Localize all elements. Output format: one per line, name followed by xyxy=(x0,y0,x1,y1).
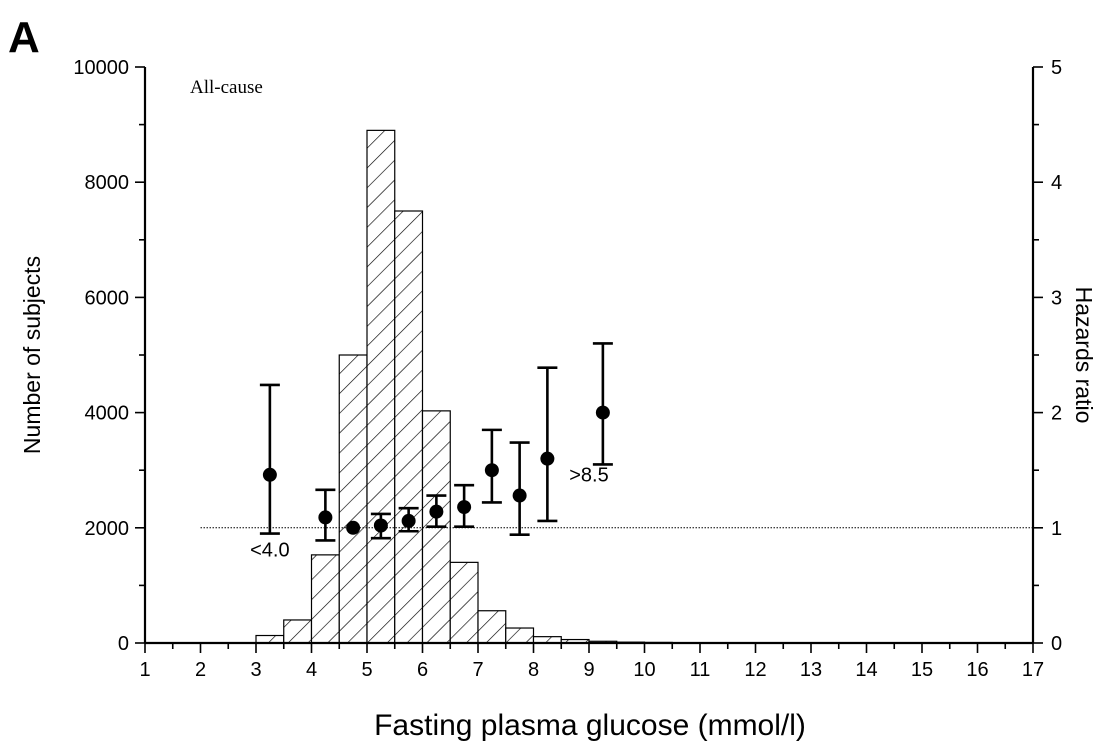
left-y-tick-label: 0 xyxy=(118,633,129,655)
x-tick-label: 2 xyxy=(195,659,206,681)
x-tick-label: 17 xyxy=(1022,659,1044,681)
x-tick-label: 13 xyxy=(800,659,822,681)
x-tick-label: 15 xyxy=(911,659,933,681)
x-tick-label: 4 xyxy=(306,659,317,681)
panel-label: A xyxy=(8,13,40,62)
right-y-axis-title: Hazards ratio xyxy=(1071,287,1097,424)
x-tick-label: 14 xyxy=(855,659,877,681)
hazard-ratio-point xyxy=(540,451,555,466)
x-tick-label: 10 xyxy=(633,659,655,681)
histogram-bar xyxy=(366,129,396,644)
right-y-tick-label: 5 xyxy=(1051,57,1062,79)
hazard-ratio-point xyxy=(262,467,277,482)
left-y-tick-label: 6000 xyxy=(85,287,130,309)
hazard-ratio-point xyxy=(373,518,388,533)
point-label: <4.0 xyxy=(250,540,289,562)
hazard-ratio-point xyxy=(457,500,472,515)
hazard-ratio-point xyxy=(346,520,361,535)
hazard-ratio-point xyxy=(595,405,610,420)
left-y-axis-title: Number of subjects xyxy=(19,256,45,454)
right-y-tick-label: 2 xyxy=(1051,403,1062,425)
histogram-bar xyxy=(394,210,424,644)
left-y-tick-label: 8000 xyxy=(85,172,130,194)
hazard-ratio-point xyxy=(401,513,416,528)
x-tick-label: 9 xyxy=(583,659,594,681)
x-tick-label: 16 xyxy=(966,659,988,681)
chart-annotation: All-cause xyxy=(190,77,263,98)
hazard-ratio-point xyxy=(429,504,444,519)
histogram-bar xyxy=(283,619,313,644)
left-y-tick-label: 4000 xyxy=(85,403,130,425)
x-tick-label: 11 xyxy=(690,659,711,681)
x-tick-label: 6 xyxy=(417,659,428,681)
right-y-tick-label: 0 xyxy=(1051,633,1062,655)
x-tick-label: 8 xyxy=(528,659,539,681)
histogram-bar xyxy=(477,610,507,644)
hazard-ratio-point xyxy=(484,463,499,478)
histogram-bars xyxy=(255,129,673,644)
histogram-bar xyxy=(310,554,340,644)
right-y-tick-label: 4 xyxy=(1051,172,1062,194)
hazard-ratio-point xyxy=(318,510,333,525)
x-tick-label: 3 xyxy=(250,659,261,681)
axes-group: 1 2 3 4 5 6 7 8 9 10 11 12 13 14 15 16 17020004000600080… xyxy=(73,57,1062,681)
right-y-tick-label: 3 xyxy=(1051,287,1062,309)
x-tick-label: 5 xyxy=(361,659,372,681)
histogram-bar xyxy=(338,354,368,644)
left-y-tick-label: 10000 xyxy=(73,57,129,79)
right-y-tick-label: 1 xyxy=(1051,518,1062,540)
x-tick-label: 1 xyxy=(139,659,150,681)
histogram-bar xyxy=(255,634,285,644)
point-label: >8.5 xyxy=(569,465,608,487)
histogram-bar xyxy=(505,627,535,644)
point-labels: <4.0 >8.5 xyxy=(250,465,609,562)
hazard-ratio-point xyxy=(512,488,527,503)
left-y-tick-label: 2000 xyxy=(85,518,130,540)
x-tick-label: 7 xyxy=(472,659,483,681)
x-tick-label: 12 xyxy=(744,659,766,681)
hazard-ratio-points xyxy=(259,342,613,542)
histogram-bar xyxy=(449,561,479,644)
x-axis-title: Fasting plasma glucose (mmol/l) xyxy=(374,709,806,742)
